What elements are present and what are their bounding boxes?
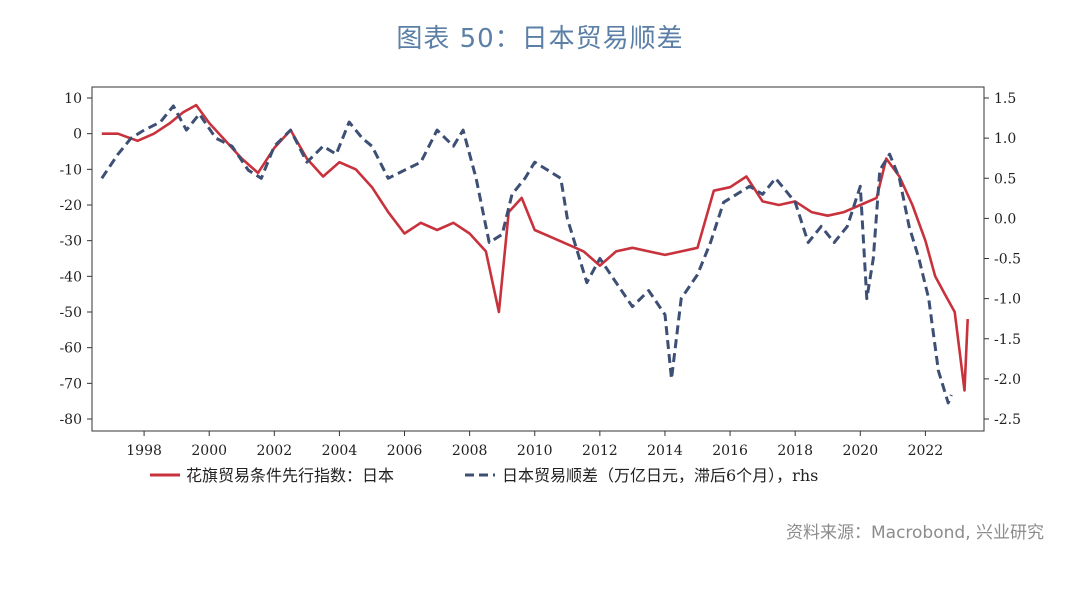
right-axis-tick-label: 0.0 bbox=[994, 211, 1016, 227]
left-axis-tick-label: -40 bbox=[59, 269, 82, 285]
left-axis-tick-label: -10 bbox=[59, 162, 82, 178]
x-axis-tick-label: 2022 bbox=[908, 443, 944, 459]
left-axis-tick-label: 10 bbox=[64, 91, 82, 107]
legend-label-trade-surplus: 日本贸易顺差（万亿日元，滞后6个月），rhs bbox=[502, 466, 818, 485]
line-chart: 10 0 -10 -20 -30 -40 -50 -60 -70 -80 1.5 1.0 0.5 0.0… bbox=[59, 86, 1021, 485]
plot-area-frame bbox=[91, 86, 985, 432]
left-axis-tick-label: -50 bbox=[59, 305, 82, 321]
x-axis-tick-label: 2020 bbox=[842, 443, 878, 459]
right-axis-tick-label: -2.5 bbox=[994, 412, 1021, 428]
chart-title: 图表 50：日本贸易顺差 bbox=[396, 24, 684, 54]
left-y-axis: 10 0 -10 -20 -30 -40 -50 -60 -70 -80 bbox=[59, 91, 92, 428]
x-axis-tick-label: 2000 bbox=[191, 443, 227, 459]
x-axis-tick-label: 1998 bbox=[126, 443, 162, 459]
source-note: 资料来源：Macrobond, 兴业研究 bbox=[785, 523, 1044, 543]
right-axis-tick-label: -1.5 bbox=[994, 332, 1021, 348]
x-axis: 1998 2000 2002 2004 2006 2008 2010 2012 2014 2016… bbox=[126, 431, 943, 459]
right-axis-tick-label: -0.5 bbox=[994, 252, 1021, 268]
legend-label-terms-of-trade: 花旗贸易条件先行指数：日本 bbox=[186, 466, 394, 485]
left-axis-tick-label: -80 bbox=[59, 412, 82, 428]
left-axis-tick-label: -70 bbox=[59, 376, 82, 392]
x-axis-tick-label: 2010 bbox=[517, 443, 553, 459]
left-axis-tick-label: 0 bbox=[73, 127, 82, 143]
x-axis-tick-label: 2006 bbox=[387, 443, 423, 459]
right-axis-tick-label: -2.0 bbox=[994, 372, 1021, 388]
left-axis-tick-label: -30 bbox=[59, 234, 82, 250]
x-axis-tick-label: 2016 bbox=[712, 443, 748, 459]
x-axis-tick-label: 2004 bbox=[322, 443, 358, 459]
x-axis-tick-label: 2002 bbox=[256, 443, 292, 459]
left-axis-tick-label: -20 bbox=[59, 198, 82, 214]
right-axis-tick-label: -1.0 bbox=[994, 292, 1021, 308]
left-axis-tick-label: -60 bbox=[59, 341, 82, 357]
right-axis-tick-label: 1.0 bbox=[994, 131, 1016, 147]
x-axis-tick-label: 2012 bbox=[582, 443, 618, 459]
x-axis-tick-label: 2014 bbox=[647, 443, 683, 459]
series-group bbox=[100, 103, 969, 405]
series-line-terms-of-trade bbox=[101, 103, 969, 392]
legend: 花旗贸易条件先行指数：日本 日本贸易顺差（万亿日元，滞后6个月），rhs bbox=[150, 466, 818, 485]
right-axis-tick-label: 1.5 bbox=[994, 91, 1016, 107]
right-axis-tick-label: 0.5 bbox=[994, 171, 1016, 187]
right-y-axis: 1.5 1.0 0.5 0.0 -0.5 -1.0 -1.5 -2.0 -2.5 bbox=[984, 91, 1021, 428]
x-axis-tick-label: 2008 bbox=[452, 443, 488, 459]
series-line-trade-surplus bbox=[100, 104, 953, 405]
x-axis-tick-label: 2018 bbox=[777, 443, 813, 459]
